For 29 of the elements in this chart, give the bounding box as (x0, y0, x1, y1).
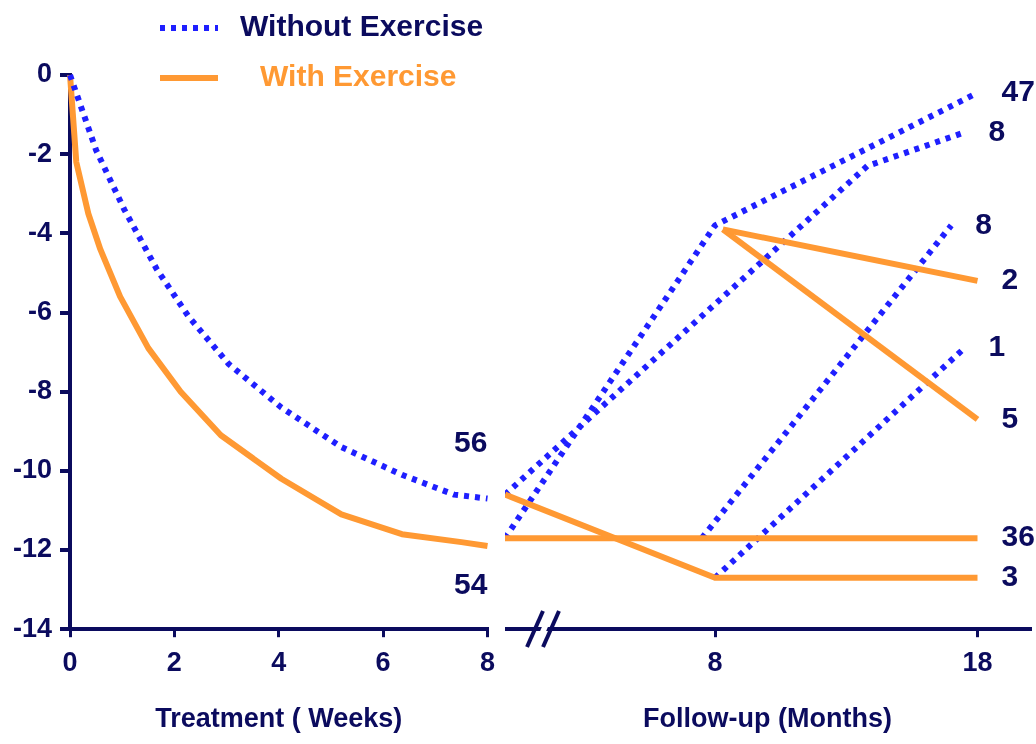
x-tick-label: 0 (62, 646, 78, 677)
y-tick-label: -10 (12, 454, 53, 485)
annotation: 3 (1001, 559, 1019, 592)
y-tick-label: -12 (12, 533, 53, 564)
y-tick-label: -6 (28, 295, 53, 326)
y-tick-label: -2 (28, 137, 53, 168)
x-tick-label: 18 (962, 646, 993, 677)
annotation: 36 (1001, 519, 1035, 553)
x-tick-label: 8 (707, 646, 723, 677)
x-axis-title: Treatment ( Weeks) (155, 703, 403, 734)
y-tick-label: 0 (36, 58, 53, 89)
annotation: 8 (975, 206, 992, 240)
annotation: 1 (988, 329, 1006, 363)
annotation: 54 (454, 567, 488, 601)
y-tick-label: -14 (12, 612, 53, 643)
x-axis-title: Follow-up (Months) (643, 703, 892, 734)
annotation: 2 (1001, 262, 1019, 296)
annotation: 8 (988, 113, 1006, 147)
x-tick-label: 6 (375, 646, 391, 677)
x-tick-label: 2 (166, 646, 182, 677)
annotation: 47 (1001, 74, 1035, 108)
annotation: 56 (454, 424, 488, 458)
y-tick-label: -8 (28, 375, 53, 406)
legend-label: With Exercise (260, 59, 457, 93)
x-tick-label: 8 (479, 646, 496, 677)
y-tick-label: -4 (28, 216, 53, 247)
legend-label: Without Exercise (240, 9, 484, 43)
annotation: 5 (1001, 400, 1019, 434)
x-tick-label: 4 (271, 646, 287, 677)
